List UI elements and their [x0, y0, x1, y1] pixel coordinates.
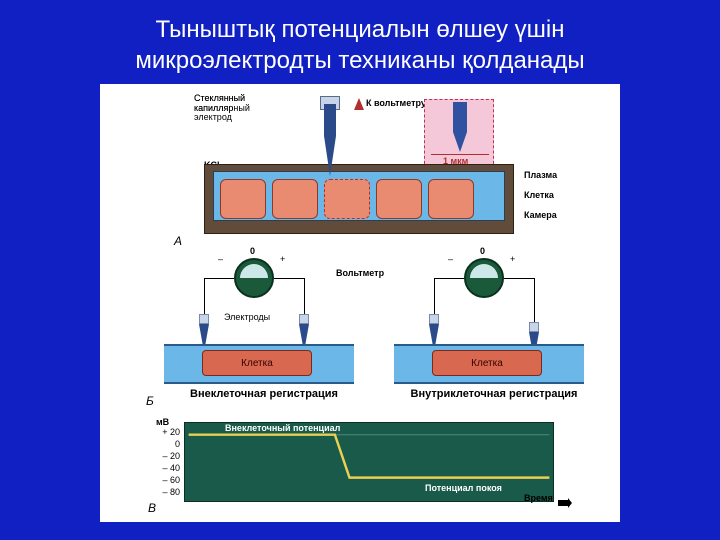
- letter-b: Б: [146, 394, 154, 408]
- electrode-body: [324, 104, 336, 136]
- section-b: Вольтметр – 0 + Электроды Клетка Внеклет…: [114, 258, 606, 413]
- probe-cap-3: [429, 314, 439, 324]
- ytick-2: – 20: [152, 451, 180, 461]
- wire-l1h: [204, 278, 234, 279]
- probe-cap-4: [529, 322, 539, 332]
- ytick-1: 0: [152, 439, 180, 449]
- cell-4: [376, 179, 422, 219]
- sign-minus-1: –: [218, 254, 223, 264]
- cell-1: [220, 179, 266, 219]
- cell-3-highlighted: [324, 179, 370, 219]
- graph-area: Внеклеточный потенциал Потенциал покоя: [184, 422, 554, 502]
- label-time: Время: [524, 493, 553, 503]
- chamber: [204, 164, 514, 234]
- intracellular-block: – 0 + Клетка Внутриклеточная регистрация: [384, 258, 604, 408]
- voltmeter-left: [234, 258, 274, 298]
- section-a: Стеклянный капиллярный электрод Стеклянн…: [114, 94, 606, 254]
- sign-zero-1: 0: [250, 246, 255, 256]
- voltmeter-right: [464, 258, 504, 298]
- label-to-voltmeter: К вольтметру: [366, 98, 426, 108]
- label-electrodes: Электроды: [224, 312, 270, 322]
- inset-magnified: 1 мкм: [424, 99, 494, 169]
- label-glass-capillary: Стеклянный капилляр: [194, 94, 254, 113]
- inset-scale-line: [431, 154, 489, 155]
- chamber-fluid: [213, 171, 505, 221]
- wire-r2h: [504, 278, 534, 279]
- meter-dial: [240, 264, 268, 278]
- wire-l2h: [274, 278, 304, 279]
- label-mv: мВ: [156, 417, 169, 427]
- title-line2: микроэлектродты техниканы қолданады: [135, 47, 584, 74]
- label-plasma: Плазма: [524, 170, 557, 180]
- title-line1: Тыныштық потенциалын өлшеу үшін: [155, 16, 564, 43]
- sign-plus-1: +: [280, 254, 285, 264]
- wire-r1h: [434, 278, 464, 279]
- time-arrow-icon: [558, 495, 572, 513]
- label-extracellular-pot: Внеклеточный потенциал: [225, 423, 340, 433]
- section-c: мВ + 20 0 – 20 – 40 – 60 – 80 Внеклеточн…: [114, 417, 606, 517]
- cell-2: [272, 179, 318, 219]
- ytick-0: + 20: [152, 427, 180, 437]
- ytick-3: – 40: [152, 463, 180, 473]
- graph-trace: [189, 435, 550, 478]
- cell-5: [428, 179, 474, 219]
- extracellular-block: – 0 + Электроды Клетка Внеклеточная реги…: [154, 258, 374, 408]
- label-resting-pot: Потенциал покоя: [425, 483, 502, 493]
- meter-dial-r: [470, 264, 498, 278]
- electrode-tip: [324, 136, 336, 176]
- letter-a: А: [174, 234, 182, 248]
- ytick-5: – 80: [152, 487, 180, 497]
- letter-c: В: [148, 501, 156, 515]
- probe-cap-1: [199, 314, 209, 324]
- ytick-4: – 60: [152, 475, 180, 485]
- sign-minus-2: –: [448, 254, 453, 264]
- arrow-up-icon: [354, 98, 364, 110]
- sign-plus-2: +: [510, 254, 515, 264]
- probe-cap-2: [299, 314, 309, 324]
- inset-probe: [453, 102, 467, 132]
- label-cell: Клетка: [524, 190, 554, 200]
- cell-right: Клетка: [432, 350, 542, 376]
- label-chamber: Камера: [524, 210, 557, 220]
- sign-zero-2: 0: [480, 246, 485, 256]
- label-extracellular-reg: Внеклеточная регистрация: [154, 388, 374, 400]
- inset-probe-tip: [453, 132, 467, 152]
- label-intracellular-reg: Внутриклеточная регистрация: [384, 388, 604, 400]
- cell-left: Клетка: [202, 350, 312, 376]
- diagram-panel: Стеклянный капиллярный электрод Стеклянн…: [100, 84, 620, 522]
